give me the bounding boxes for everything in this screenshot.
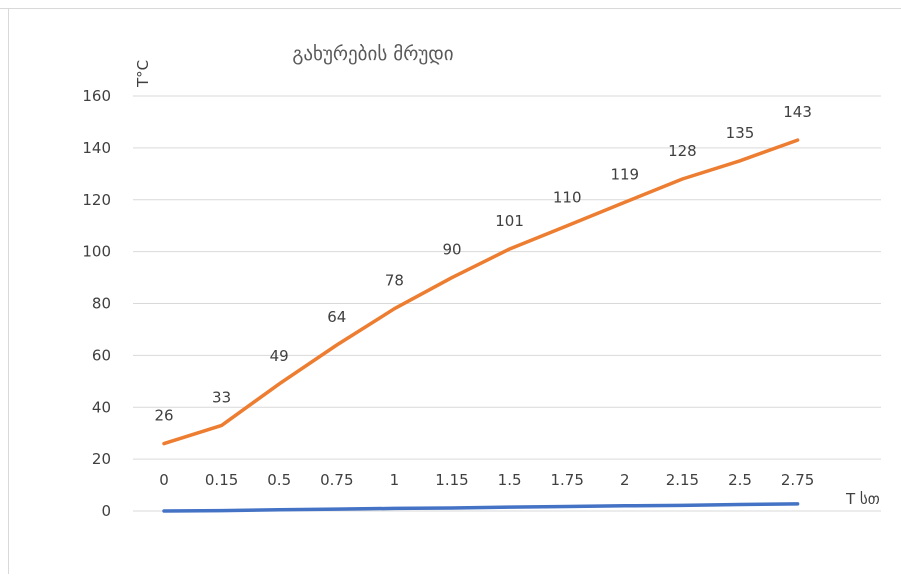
- data-label-series-2: 26: [154, 407, 173, 425]
- y-tick-label: 60: [92, 346, 111, 364]
- data-label-series-2: 135: [726, 124, 755, 142]
- data-label-series-2: 143: [783, 103, 812, 121]
- chart-border-top: [0, 8, 901, 9]
- y-tick-label: 80: [92, 295, 111, 313]
- data-labels: 0 0.15 0.5 0.75 1 1.15 1.5 1.75 2 2.15 2.5 2.75 26 33…: [154, 103, 814, 489]
- data-label-series-2: 119: [610, 165, 639, 183]
- y-axis-label: T°C: [134, 60, 152, 88]
- data-label-series-1: 0: [159, 471, 169, 489]
- data-label-series-1: 0.5: [267, 471, 291, 489]
- data-label-series-1: 2.75: [781, 471, 814, 489]
- x-axis-label: T სთ: [845, 490, 880, 508]
- data-label-series-1: 1.15: [435, 471, 468, 489]
- data-label-series-2: 90: [442, 241, 461, 259]
- y-tick-label: 40: [92, 398, 111, 416]
- y-tick-label: 20: [92, 450, 111, 468]
- y-tick-label: 120: [82, 191, 111, 209]
- data-label-series-2: 110: [553, 189, 582, 207]
- y-tick-label: 0: [101, 502, 111, 520]
- data-label-series-1: 0.15: [205, 471, 238, 489]
- data-label-series-1: 1.75: [550, 471, 583, 489]
- gridlines: [133, 95, 881, 512]
- data-label-series-2: 78: [385, 272, 404, 290]
- chart-border-left: [8, 8, 9, 574]
- series-line-2: [162, 138, 800, 446]
- data-label-series-2: 64: [327, 308, 346, 326]
- data-label-series-2: 128: [668, 142, 697, 160]
- chart-title: გახურების მრუდი: [292, 43, 453, 65]
- data-label-series-1: 0.75: [320, 471, 353, 489]
- y-tick-label: 160: [82, 87, 111, 105]
- y-axis-ticks: 0 20 40 60 80 100 120 140 160: [82, 87, 111, 520]
- data-label-series-1: 2: [620, 471, 630, 489]
- data-label-series-2: 49: [270, 347, 289, 365]
- y-tick-label: 140: [82, 139, 111, 157]
- series-lines: [162, 138, 800, 513]
- series-line-1: [162, 502, 800, 513]
- y-tick-label: 100: [82, 243, 111, 261]
- data-label-series-1: 2.5: [728, 471, 752, 489]
- data-label-series-1: 1.5: [498, 471, 522, 489]
- data-label-series-2: 33: [212, 388, 231, 406]
- data-label-series-1: 2.15: [666, 471, 699, 489]
- data-label-series-2: 101: [495, 212, 524, 230]
- data-label-series-1: 1: [390, 471, 400, 489]
